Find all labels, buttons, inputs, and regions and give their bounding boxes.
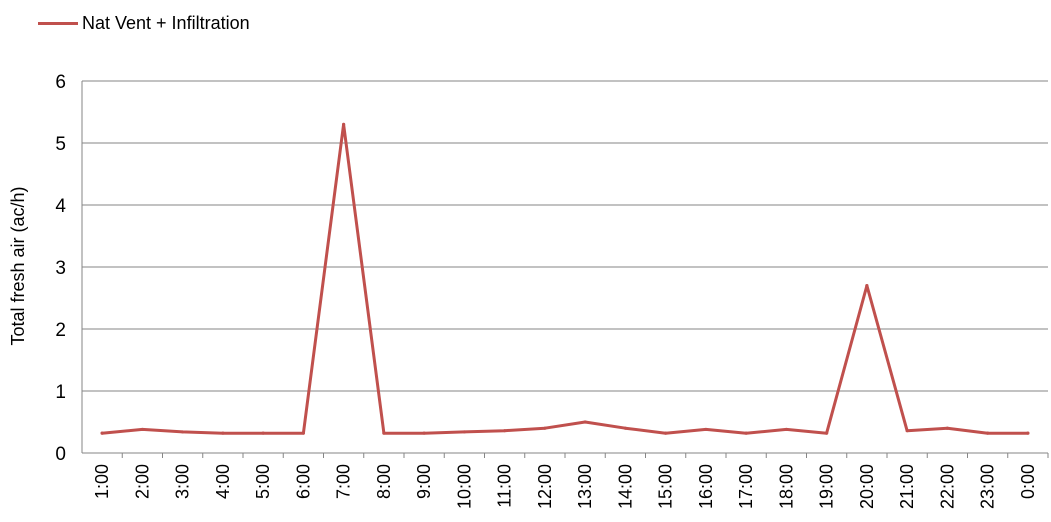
- x-tick-label: 18:00: [776, 464, 796, 509]
- x-tick-label: 1:00: [92, 464, 112, 499]
- x-tick-label: 14:00: [615, 464, 635, 509]
- y-tick-label: 2: [55, 320, 66, 341]
- data-point: [422, 431, 426, 435]
- y-tick-label: 4: [55, 196, 66, 217]
- data-point: [825, 431, 829, 435]
- data-point: [905, 429, 909, 433]
- y-tick-label: 1: [55, 382, 66, 403]
- x-tick-label: 3:00: [173, 464, 193, 499]
- data-point: [261, 431, 265, 435]
- data-point: [664, 431, 668, 435]
- legend-swatch: [38, 21, 78, 25]
- y-tick-label: 6: [55, 72, 66, 93]
- y-axis-label: Total fresh air (ac/h): [8, 186, 28, 345]
- x-tick-label: 21:00: [897, 464, 917, 509]
- axes: 0 1 2 3 4 5 6 1:00 2:00 3:00 4:00 5:00 6:00 7:00 8:00 9…: [55, 72, 1049, 509]
- x-tick-label: 17:00: [736, 464, 756, 509]
- data-point: [140, 427, 144, 432]
- data-point: [865, 284, 869, 288]
- x-tick-label: 0:00: [1018, 464, 1038, 499]
- data-point: [704, 427, 708, 432]
- x-tick-label: 15:00: [656, 464, 676, 509]
- x-tick-label: 6:00: [293, 464, 313, 499]
- data-point: [623, 426, 627, 430]
- gridlines: [82, 80, 1048, 392]
- data-point: [503, 429, 507, 433]
- x-tick-label: 9:00: [414, 464, 434, 499]
- x-tick-label: 4:00: [213, 464, 233, 499]
- data-point: [181, 430, 185, 434]
- data-point: [342, 122, 346, 126]
- data-point: [945, 426, 949, 430]
- y-tick-label: 0: [55, 444, 66, 465]
- x-tick-label: 22:00: [937, 464, 957, 509]
- legend-label: Nat Vent + Infiltration: [82, 12, 250, 33]
- x-tick-label: 13:00: [575, 464, 595, 509]
- data-point: [1026, 431, 1030, 435]
- data-point: [382, 431, 386, 435]
- x-tick-label: 12:00: [535, 464, 555, 509]
- x-tick-label: 7:00: [334, 464, 354, 499]
- data-point: [784, 427, 788, 432]
- data-point: [744, 431, 748, 435]
- series-layer: [100, 122, 1030, 435]
- x-tick-label: 2:00: [132, 464, 152, 499]
- x-tick-label: 5:00: [253, 464, 273, 499]
- series-line: [100, 122, 1030, 435]
- data-point: [986, 431, 990, 435]
- x-tick-label: 11:00: [495, 464, 515, 508]
- legend: Nat Vent + Infiltration: [38, 8, 250, 38]
- y-tick-label: 3: [55, 258, 66, 279]
- x-tick-label: 19:00: [817, 464, 837, 509]
- x-tick-label: 10:00: [454, 464, 474, 509]
- data-point: [462, 430, 466, 434]
- data-point: [221, 431, 225, 435]
- x-tick-label: 8:00: [374, 464, 394, 499]
- x-tick-label: 16:00: [696, 464, 716, 509]
- data-point: [583, 420, 587, 424]
- y-tick-label: 5: [55, 134, 66, 155]
- data-point: [100, 431, 104, 435]
- data-point: [301, 431, 305, 435]
- x-tick-label: 20:00: [857, 464, 877, 509]
- data-point: [543, 426, 547, 430]
- x-tick-label: 23:00: [978, 464, 998, 509]
